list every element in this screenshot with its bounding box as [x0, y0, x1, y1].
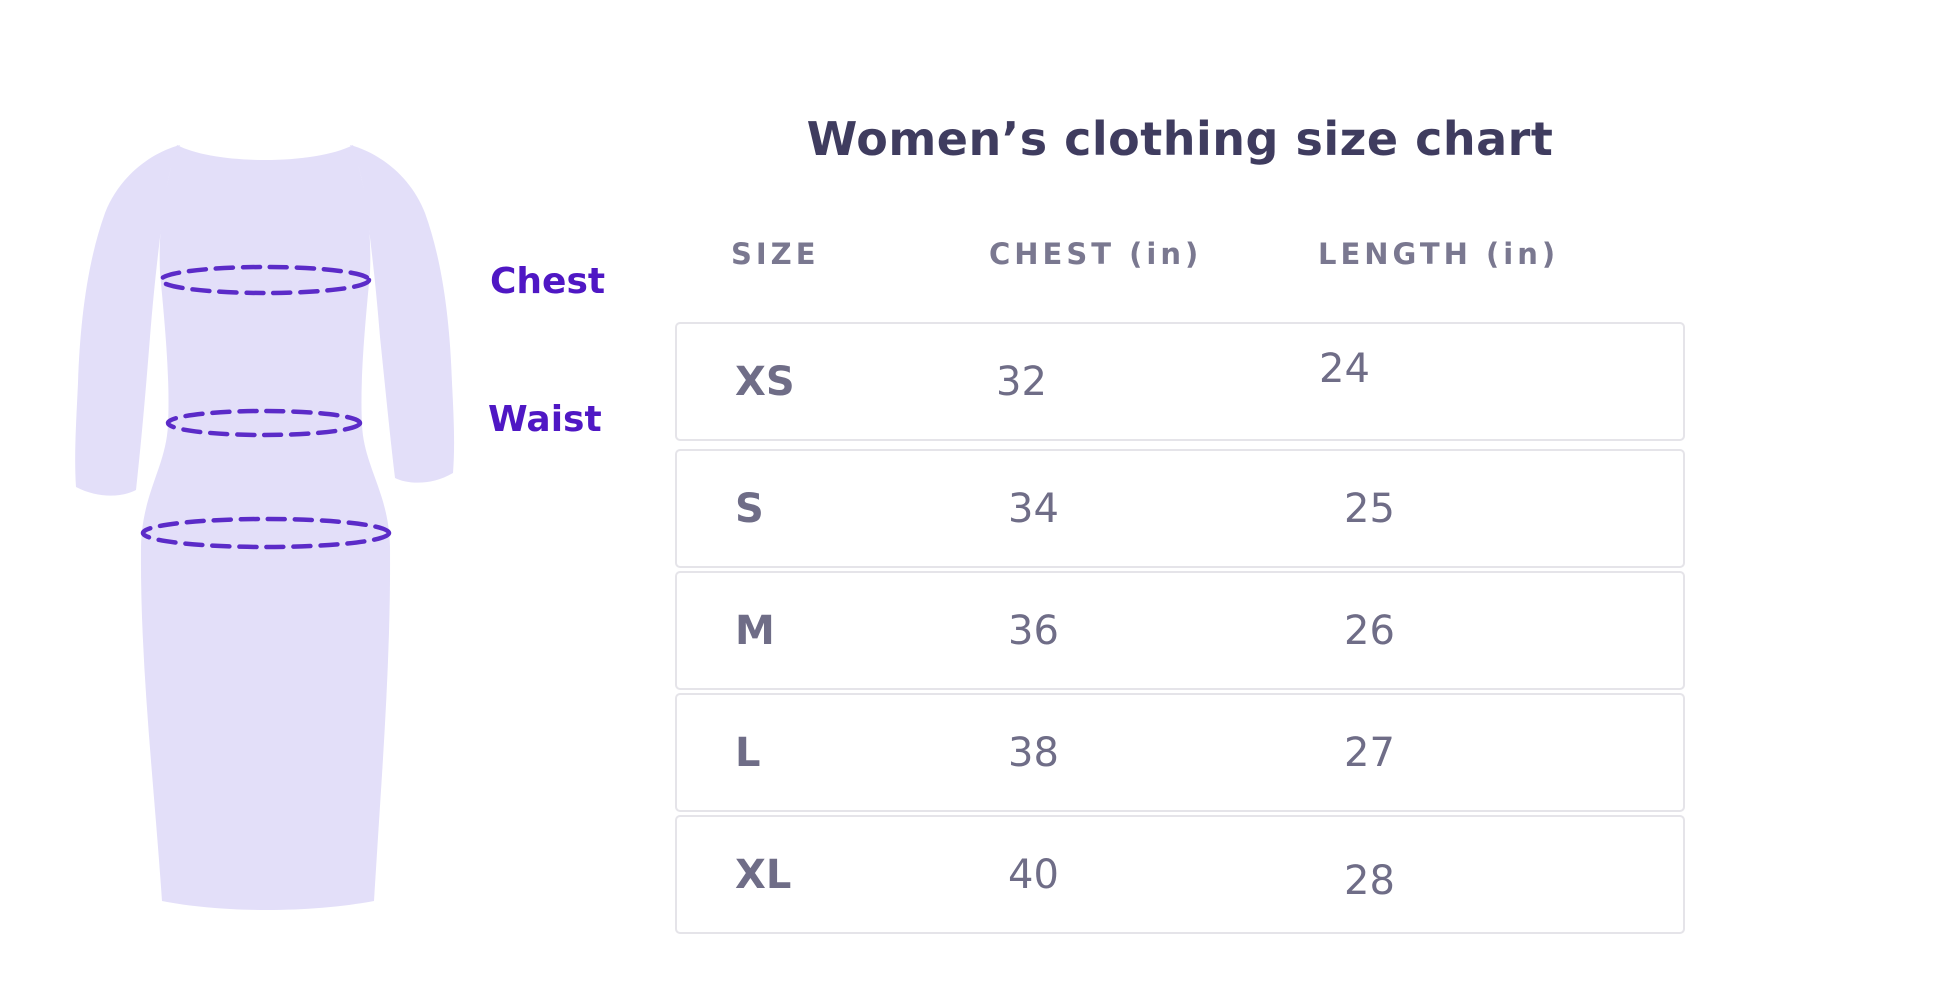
cell-size: S [735, 485, 764, 532]
hip-measurement-line [140, 516, 392, 550]
chest-label: Chest [490, 261, 606, 302]
cell-size: XS [735, 358, 795, 405]
cell-chest: 40 [1008, 851, 1059, 898]
dress-figure-icon [75, 145, 455, 910]
table-row-l: L 38 27 [675, 693, 1685, 812]
cell-chest: 34 [1008, 485, 1059, 532]
table-header-row: SIZE CHEST (in) LENGTH (in) [675, 237, 1685, 273]
column-header-chest: CHEST (in) [989, 237, 1203, 271]
cell-length: 28 [1344, 857, 1395, 904]
dress-body-shape [140, 145, 391, 910]
waist-label: Waist [488, 399, 602, 440]
size-table: XS 32 24 S 34 25 M 36 26 L 38 27 XL 40 2… [675, 322, 1685, 937]
table-row-m: M 36 26 [675, 571, 1685, 690]
cell-size: M [735, 607, 775, 654]
cell-chest: 36 [1008, 607, 1059, 654]
dress-right-sleeve-shape [350, 145, 455, 483]
table-row-s: S 34 25 [675, 449, 1685, 568]
column-header-size: SIZE [731, 237, 820, 271]
cell-length: 26 [1344, 607, 1395, 654]
cell-chest: 32 [996, 358, 1047, 405]
table-row-xs: XS 32 24 [675, 322, 1685, 441]
dress-left-sleeve-shape [75, 145, 180, 496]
dress-illustration [55, 95, 475, 920]
chest-measurement-line [158, 264, 372, 296]
cell-length: 27 [1344, 729, 1395, 776]
cell-length: 24 [1319, 345, 1370, 392]
cell-chest: 38 [1008, 729, 1059, 776]
cell-size: L [735, 729, 761, 776]
waist-measurement-line [165, 408, 363, 438]
page-title: Women’s clothing size chart [806, 112, 1554, 166]
table-row-xl: XL 40 28 [675, 815, 1685, 934]
cell-size: XL [735, 851, 792, 898]
cell-length: 25 [1344, 485, 1395, 532]
column-header-length: LENGTH (in) [1318, 237, 1560, 271]
